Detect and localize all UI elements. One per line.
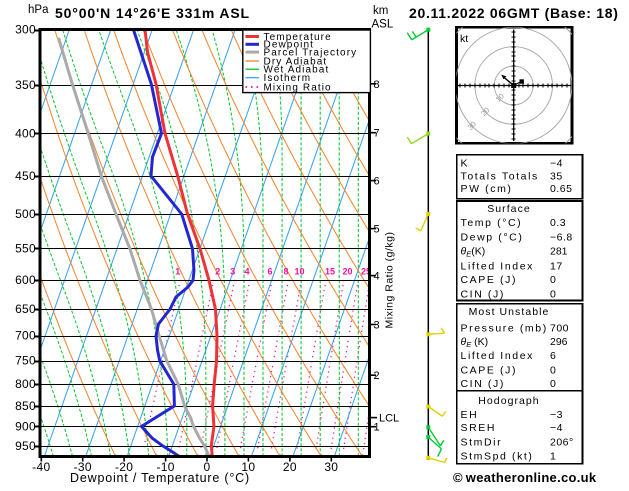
svg-text:500: 500	[15, 207, 36, 221]
svg-text:0.65: 0.65	[550, 183, 572, 195]
svg-text:Isotherm: Isotherm	[264, 73, 312, 84]
svg-text:0.3: 0.3	[550, 217, 566, 229]
svg-text:CIN (J): CIN (J)	[461, 378, 505, 390]
svg-text:-30: -30	[74, 460, 92, 474]
svg-text:Parcel Trajectory: Parcel Trajectory	[264, 48, 358, 59]
svg-text:17: 17	[550, 260, 563, 272]
svg-text:4: 4	[374, 271, 380, 283]
svg-text:4: 4	[244, 267, 249, 277]
svg-text:Dewpoint / Temperature (°C): Dewpoint / Temperature (°C)	[70, 471, 250, 485]
svg-text:5: 5	[374, 224, 380, 236]
svg-text:−3: −3	[550, 409, 563, 421]
svg-text:CIN (J): CIN (J)	[461, 289, 505, 301]
svg-text:20: 20	[342, 267, 352, 277]
svg-text:km: km	[373, 5, 388, 17]
svg-text:10: 10	[241, 460, 255, 474]
svg-text:20: 20	[283, 460, 297, 474]
svg-text:700: 700	[15, 329, 36, 343]
svg-text:206°: 206°	[550, 436, 574, 448]
svg-text:450: 450	[15, 169, 36, 183]
svg-text:350: 350	[15, 78, 36, 92]
svg-text:550: 550	[15, 242, 36, 256]
svg-text:StmDir: StmDir	[461, 436, 503, 448]
svg-text:Lifted Index: Lifted Index	[461, 350, 535, 362]
svg-text:0: 0	[550, 378, 556, 390]
svg-text:8: 8	[283, 267, 288, 277]
svg-text:EH: EH	[461, 409, 479, 421]
svg-text:−6.8: −6.8	[550, 231, 573, 243]
svg-text:© weatheronline.co.uk: © weatheronline.co.uk	[453, 470, 597, 485]
svg-text:SREH: SREH	[461, 422, 497, 434]
svg-text:Dry Adiabat: Dry Adiabat	[264, 56, 328, 67]
svg-text:2: 2	[374, 370, 380, 382]
svg-text:8: 8	[374, 79, 380, 91]
svg-text:Lifted Index: Lifted Index	[461, 260, 535, 272]
svg-text:StmSpd (kt): StmSpd (kt)	[461, 450, 534, 462]
svg-text:1: 1	[550, 450, 556, 462]
svg-text:ASL: ASL	[372, 19, 394, 31]
svg-text:0: 0	[550, 274, 556, 286]
svg-text:PW (cm): PW (cm)	[461, 183, 513, 195]
svg-text:-20: -20	[115, 460, 133, 474]
svg-text:900: 900	[15, 419, 36, 433]
svg-text:Totals Totals: Totals Totals	[461, 170, 539, 182]
svg-text:Pressure (mb): Pressure (mb)	[461, 322, 548, 334]
svg-text:1: 1	[175, 267, 180, 277]
svg-text:3: 3	[374, 320, 380, 332]
svg-text:1: 1	[374, 422, 380, 434]
svg-text:750: 750	[15, 354, 36, 368]
svg-text:CAPE (J): CAPE (J)	[461, 364, 518, 376]
svg-text:35: 35	[550, 170, 563, 182]
svg-text:400: 400	[15, 126, 36, 140]
svg-text:Mixing Ratio: Mixing Ratio	[264, 82, 332, 93]
svg-text:LCL: LCL	[379, 413, 399, 425]
svg-text:0: 0	[204, 460, 211, 474]
svg-text:-40: -40	[32, 460, 50, 474]
svg-text:kt: kt	[460, 33, 468, 45]
svg-text:Temp (°C): Temp (°C)	[461, 217, 523, 229]
svg-text:Mixing Ratio (g/kg): Mixing Ratio (g/kg)	[384, 231, 396, 328]
svg-text:300: 300	[15, 23, 36, 37]
svg-text:Wet Adiabat: Wet Adiabat	[264, 65, 330, 76]
svg-text:Surface: Surface	[487, 203, 531, 215]
svg-text:20.11.2022 06GMT (Base: 18): 20.11.2022 06GMT (Base: 18)	[409, 5, 619, 21]
svg-text:Temperature: Temperature	[264, 32, 332, 43]
svg-text:30: 30	[324, 460, 338, 474]
svg-text:50°00'N 14°26'E 331m ASL: 50°00'N 14°26'E 331m ASL	[55, 5, 250, 21]
svg-text:−4: −4	[550, 157, 563, 169]
svg-text:θE(K): θE(K)	[461, 245, 486, 258]
svg-text:15: 15	[325, 267, 335, 277]
svg-text:Dewpoint: Dewpoint	[264, 40, 315, 51]
svg-text:25: 25	[361, 267, 371, 277]
svg-text:Most Unstable: Most Unstable	[469, 306, 550, 318]
svg-text:Hodograph: Hodograph	[478, 395, 539, 407]
svg-text:−4: −4	[550, 422, 563, 434]
svg-text:6: 6	[550, 350, 556, 362]
svg-text:K: K	[461, 157, 470, 169]
svg-text:281: 281	[550, 245, 568, 257]
svg-text:Dewp (°C): Dewp (°C)	[461, 231, 524, 243]
svg-text:850: 850	[15, 399, 36, 413]
svg-text:0: 0	[550, 364, 556, 376]
svg-text:950: 950	[15, 439, 36, 453]
svg-text:-10: -10	[156, 460, 174, 474]
svg-text:600: 600	[15, 273, 36, 287]
svg-text:3: 3	[230, 267, 235, 277]
svg-text:700: 700	[550, 322, 569, 334]
svg-text:CAPE (J): CAPE (J)	[461, 274, 518, 286]
svg-text:θE (K): θE (K)	[461, 336, 489, 349]
svg-text:hPa: hPa	[28, 4, 49, 16]
svg-text:0: 0	[550, 289, 556, 301]
svg-text:650: 650	[15, 302, 36, 316]
svg-text:800: 800	[15, 377, 36, 391]
svg-text:10: 10	[294, 267, 304, 277]
svg-text:6: 6	[374, 176, 380, 188]
svg-text:296: 296	[550, 336, 568, 348]
svg-text:6: 6	[267, 267, 272, 277]
svg-text:2: 2	[215, 267, 220, 277]
svg-text:7: 7	[374, 128, 380, 140]
